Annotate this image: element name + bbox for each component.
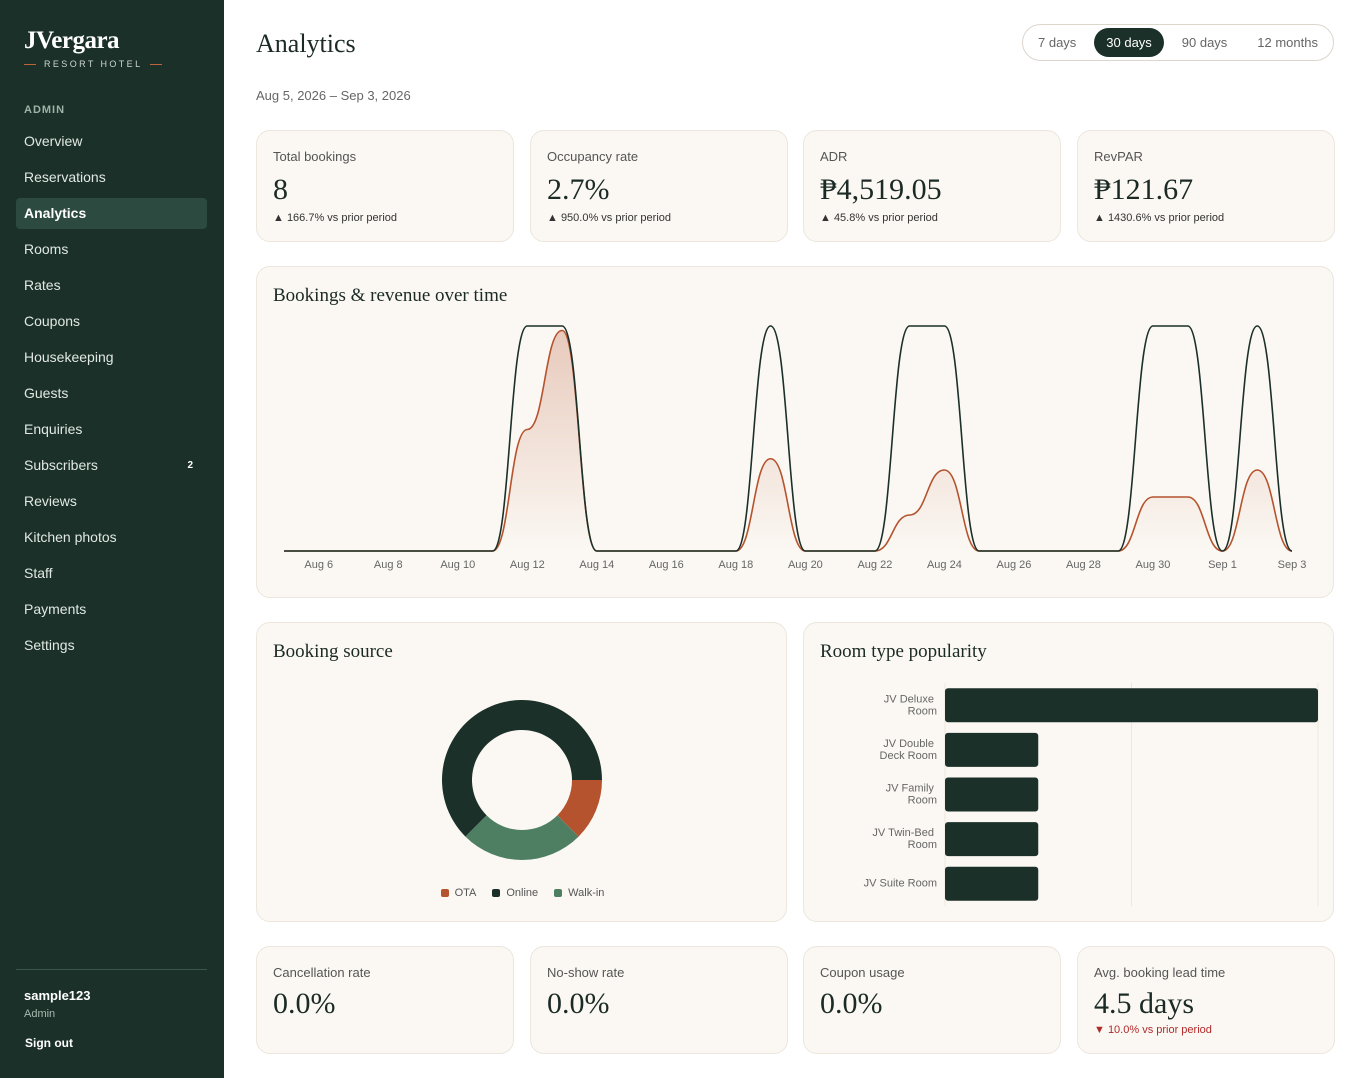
user-name: sample123 [24, 988, 91, 1003]
sidebar: JVergara RESORT HOTEL ADMIN Overview Rese… [0, 0, 224, 1078]
kpi-label: No-show rate [547, 965, 625, 980]
dash [150, 63, 163, 65]
nav-label: Payments [24, 601, 87, 617]
nav-label: Reservations [24, 169, 106, 185]
kpi-label: Cancellation rate [273, 965, 371, 980]
nav-badge: 2 [187, 460, 193, 471]
kpi-value: 2.7% [547, 173, 610, 206]
legend-swatch [554, 889, 563, 897]
bar-card: Room type popularity [803, 622, 1334, 922]
nav-label: Rooms [24, 241, 69, 257]
nav-item[interactable]: Payments [16, 594, 207, 625]
legend-label: Walk-in [568, 887, 605, 899]
nav-item[interactable]: Enquiries [16, 414, 207, 445]
range-button[interactable]: 90 days [1181, 35, 1228, 50]
divider [16, 969, 207, 970]
kpi-value: 0.0% [273, 987, 336, 1020]
nav-item[interactable]: Rates [16, 270, 207, 301]
chart-title: Room type popularity [820, 641, 987, 662]
kpi-label: Occupancy rate [547, 149, 639, 164]
kpi-label: Total bookings [273, 149, 357, 164]
kpi-card: RevPAR ₱121.67 ▲ 1430.6% vs prior period [1077, 130, 1335, 242]
nav-label: Coupons [24, 313, 81, 329]
pie-card: Booking source OTA Online Walk-in [256, 622, 787, 922]
nav-label: Subscribers [24, 457, 98, 473]
legend-swatch [440, 889, 449, 897]
nav-item[interactable]: Housekeeping [16, 342, 207, 373]
chart-title: Booking source [273, 641, 393, 662]
legend-swatch [492, 889, 501, 897]
date-range: Aug 5, 2026 – Sep 3, 2026 [256, 88, 411, 103]
kpi-value: 4.5 days [1094, 987, 1194, 1020]
tagline: RESORT HOTEL [44, 59, 143, 69]
range-button[interactable]: 7 days [1038, 35, 1077, 50]
nav-label: Staff [24, 565, 53, 581]
kpi-change: ▲ 950.0% vs prior period [547, 212, 672, 224]
kpi-value: ₱4,519.05 [820, 173, 942, 206]
nav-item[interactable]: Guests [16, 378, 207, 409]
brand: JVergara [24, 27, 120, 54]
nav-label: Settings [24, 637, 75, 653]
kpi-label: ADR [820, 149, 848, 164]
sign-out[interactable]: Sign out [25, 1036, 73, 1050]
nav-label: Kitchen photos [24, 529, 117, 545]
kpi-card: ADR ₱4,519.05 ▲ 45.8% vs prior period [803, 130, 1061, 242]
range-button[interactable]: 12 months [1257, 35, 1318, 50]
legend-item: Walk-in [554, 887, 604, 899]
kpi-card: Cancellation rate 0.0% [256, 946, 514, 1054]
kpi-change: ▼ 10.0% vs prior period [1094, 1024, 1212, 1036]
nav-item[interactable]: Settings [16, 630, 207, 661]
kpi-label: Avg. booking lead time [1094, 965, 1226, 980]
page-title: Analytics [256, 29, 356, 58]
legend-label: OTA [454, 887, 477, 899]
nav-item[interactable]: Subscribers 2 [16, 450, 207, 481]
legend: OTA Online Walk-in [257, 887, 788, 899]
dash [24, 63, 36, 65]
nav-item[interactable]: Overview [16, 126, 207, 157]
kpi-change: ▲ 1430.6% vs prior period [1094, 212, 1225, 224]
nav-item[interactable]: Rooms [16, 234, 207, 265]
tagline-row: RESORT HOTEL [24, 59, 163, 69]
nav-item[interactable]: Kitchen photos [16, 522, 207, 553]
range-button[interactable]: 30 days [1094, 28, 1164, 57]
nav-item[interactable]: Reviews [16, 486, 207, 517]
kpi-value: ₱121.67 [1094, 173, 1194, 206]
kpi-card: Avg. booking lead time 4.5 days ▼ 10.0% vs… [1077, 946, 1335, 1054]
kpi-card: No-show rate 0.0% [530, 946, 788, 1054]
nav-item[interactable]: Reservations [16, 162, 207, 193]
kpi-change: ▲ 45.8% vs prior period [820, 212, 938, 224]
nav-item[interactable]: Coupons [16, 306, 207, 337]
kpi-change: ▲ 166.7% vs prior period [273, 212, 398, 224]
nav-label: Reviews [24, 493, 77, 509]
nav-label: Guests [24, 385, 69, 401]
kpi-label: RevPAR [1094, 149, 1143, 164]
nav-section: ADMIN [24, 104, 66, 116]
legend-item: Online [492, 887, 538, 899]
kpi-value: 0.0% [547, 987, 610, 1020]
kpi-card: Coupon usage 0.0% [803, 946, 1061, 1054]
range-toggle: 7 days 30 days 90 days 12 months [1022, 24, 1334, 61]
kpi-value: 8 [273, 173, 288, 206]
chart-title: Bookings & revenue over time [273, 285, 508, 306]
nav-label: Rates [24, 277, 61, 293]
nav-label: Overview [24, 133, 83, 149]
line-card: Bookings & revenue over time [256, 266, 1334, 598]
legend-item: OTA [440, 887, 477, 899]
kpi-card: Total bookings 8 ▲ 166.7% vs prior period [256, 130, 514, 242]
nav-item[interactable]: Staff [16, 558, 207, 589]
nav-label: Analytics [24, 205, 87, 221]
nav-item[interactable]: Analytics [16, 198, 207, 229]
kpi-label: Coupon usage [820, 965, 905, 980]
nav-label: Housekeeping [24, 349, 114, 365]
kpi-value: 0.0% [820, 987, 883, 1020]
legend-label: Online [506, 887, 539, 899]
nav-label: Enquiries [24, 421, 83, 437]
user-role: Admin [24, 1008, 56, 1020]
kpi-card: Occupancy rate 2.7% ▲ 950.0% vs prior peri… [530, 130, 788, 242]
